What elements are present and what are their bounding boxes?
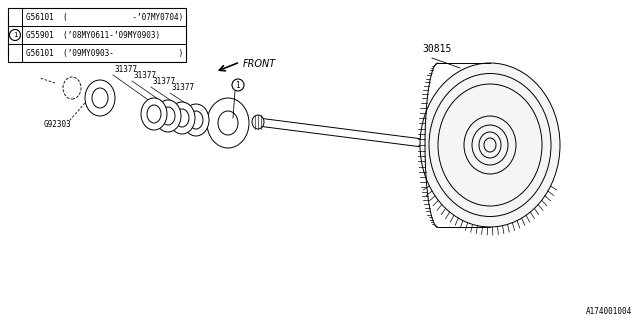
Ellipse shape (63, 77, 81, 99)
Text: G56101  (’09MY0903-              ): G56101 (’09MY0903- ) (26, 49, 183, 58)
Text: 31377: 31377 (114, 65, 137, 74)
Text: 1: 1 (236, 81, 241, 90)
Ellipse shape (218, 111, 238, 135)
Text: 31377: 31377 (152, 77, 175, 86)
Text: G56101  (              -’07MY0704): G56101 ( -’07MY0704) (26, 12, 183, 21)
Ellipse shape (207, 98, 249, 148)
Text: 31377: 31377 (133, 71, 156, 80)
Ellipse shape (189, 111, 203, 129)
Ellipse shape (252, 115, 264, 129)
Circle shape (10, 29, 20, 41)
Ellipse shape (155, 100, 181, 132)
Circle shape (232, 79, 244, 91)
Bar (8, 8, 186, 62)
Ellipse shape (472, 125, 508, 165)
Ellipse shape (183, 104, 209, 136)
Text: FRONT: FRONT (243, 59, 276, 69)
Ellipse shape (85, 80, 115, 116)
Ellipse shape (438, 84, 542, 206)
Ellipse shape (464, 116, 516, 174)
Ellipse shape (141, 98, 167, 130)
Ellipse shape (169, 102, 195, 134)
Ellipse shape (175, 109, 189, 127)
Ellipse shape (92, 88, 108, 108)
Text: A174001004: A174001004 (586, 307, 632, 316)
Text: 30815: 30815 (422, 44, 452, 54)
Text: 31377: 31377 (171, 83, 194, 92)
Text: G92303: G92303 (43, 119, 71, 129)
Ellipse shape (484, 138, 496, 152)
Ellipse shape (147, 105, 161, 123)
Ellipse shape (429, 74, 551, 217)
Ellipse shape (479, 132, 501, 158)
Ellipse shape (420, 63, 560, 227)
Text: G55901  (’08MY0611-’09MY0903): G55901 (’08MY0611-’09MY0903) (26, 30, 160, 39)
Ellipse shape (161, 107, 175, 125)
Text: 1: 1 (13, 32, 17, 38)
